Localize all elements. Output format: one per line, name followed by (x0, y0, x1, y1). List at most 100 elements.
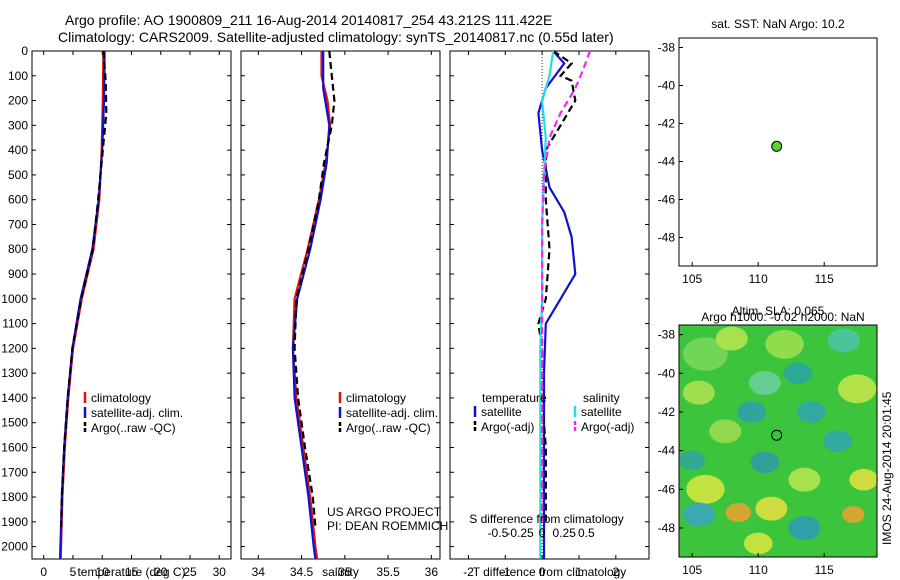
y-tick-label: 1600 (1, 440, 28, 454)
x-tick-label: 1 (576, 565, 583, 579)
x-tick-label-salinity: 0.25 (553, 526, 577, 540)
legend-entry: satellite (481, 405, 522, 419)
legend-entry: Argo(..raw -QC) (91, 421, 176, 435)
heatmap-blob (796, 401, 826, 423)
x-tick-label-salinity: 0.5 (578, 526, 595, 540)
legend-entry: satellite (581, 405, 622, 419)
y-tick-label: 400 (8, 143, 28, 157)
heatmap-blob (842, 506, 865, 523)
heatmap-blob (679, 450, 705, 470)
x-tick-label: -1 (500, 565, 511, 579)
x-tick-label-salinity: -0.25 (506, 526, 534, 540)
y-tick-label: 800 (8, 242, 28, 256)
map-frame-sst_map (678, 37, 878, 267)
map-y-tick-label: -38 (658, 41, 676, 55)
x-tick-label: 0 (539, 565, 546, 579)
header-line-1: Argo profile: AO 1900809_211 16-Aug-2014… (65, 12, 553, 28)
map-title: sat. SST: NaN Argo: 10.2 (711, 17, 845, 31)
heatmap-blob (683, 337, 728, 371)
map-x-tick-label: 110 (749, 563, 768, 577)
heatmap-blob (682, 380, 715, 405)
legend-entry: Argo(-adj) (481, 420, 534, 434)
x-tick-label: 20 (154, 565, 168, 579)
y-tick-label: 1200 (1, 341, 28, 355)
x-tick-label: 34.5 (290, 565, 314, 579)
heatmap-blob (788, 516, 821, 540)
x-tick-label: 34 (252, 565, 266, 579)
map-y-tick-label: -44 (658, 155, 676, 169)
heatmap-blob (838, 374, 877, 404)
x-tick-label: 15 (125, 565, 139, 579)
map-y-tick-label: -40 (658, 366, 676, 380)
map-y-tick-label: -48 (658, 231, 676, 245)
series-line-temp-1 (59, 50, 106, 560)
x-tick-label: 30 (213, 565, 227, 579)
heatmap-blob (748, 371, 781, 395)
x-tick-label: 10 (96, 565, 110, 579)
legend-entry: satellite-adj. clim. (346, 406, 438, 420)
map-y-tick-label: -48 (658, 521, 676, 535)
x-tick-label: 25 (183, 565, 197, 579)
y-tick-label: 200 (8, 94, 28, 108)
map-subtitle: Argo h1000: -0.02 h2000: NaN (701, 310, 864, 324)
imos-timestamp: IMOS 24-Aug-2014 20:01:45 (880, 391, 894, 545)
map-x-tick-label: 105 (682, 563, 702, 577)
series-line-sal-1 (291, 51, 331, 560)
legend-entry: climatology (346, 391, 406, 405)
map-y-tick-label: -46 (658, 482, 676, 496)
x-tick-label: 35.5 (376, 565, 400, 579)
legend-entry: Argo(-adj) (581, 420, 634, 434)
y-tick-label: 600 (8, 193, 28, 207)
y-tick-label: 0 (21, 44, 28, 58)
plot-frame-difference (449, 50, 650, 560)
y-tick-label: 1700 (1, 465, 28, 479)
map-x-tick-label: 105 (682, 272, 702, 286)
header-line-2: Climatology: CARS2009. Satellite-adjuste… (58, 29, 614, 45)
heatmap-blob (715, 326, 748, 351)
heatmap-blob (682, 502, 715, 527)
x-tick-label-salinity: 0 (539, 526, 546, 540)
x-axis-label: temperature (deg C) (77, 565, 185, 579)
y-tick-label: 100 (8, 69, 28, 83)
x-axis-label: T difference from climatology (473, 565, 627, 579)
map-x-tick-label: 115 (815, 272, 834, 286)
heatmap-blob (849, 468, 879, 491)
map-y-tick-label: -44 (658, 444, 676, 458)
y-tick-label: 1500 (1, 416, 28, 430)
map-y-tick-label: -38 (658, 328, 676, 342)
argo-position-marker (771, 429, 783, 441)
legend-header-temperature: temperature (482, 391, 547, 405)
map-frame-sla_map (678, 324, 878, 558)
annotation-pi: PI: DEAN ROEMMICH (327, 519, 448, 533)
series-line-temp-2 (60, 50, 108, 527)
y-tick-label: 300 (8, 118, 28, 132)
x-axis-label-salinity: S difference from climatology (469, 512, 624, 526)
plot-frame-temperature (31, 50, 232, 560)
x-axis-label: salinity (322, 565, 359, 579)
y-tick-label: 900 (8, 267, 28, 281)
heatmap-blob (828, 328, 860, 353)
series-line-diff-3 (540, 50, 592, 522)
series-line-diff-1 (537, 50, 577, 522)
y-tick-label: 700 (8, 217, 28, 231)
map-x-tick-label: 115 (815, 563, 834, 577)
heatmap-blob (725, 502, 752, 523)
series-line-sal-0 (291, 51, 332, 560)
x-tick-label: -2 (463, 565, 474, 579)
x-tick-label: 5 (70, 565, 77, 579)
heatmap-blob (709, 419, 742, 444)
legend-entry: Argo(..raw -QC) (346, 421, 431, 435)
sla-heatmap (679, 325, 879, 557)
heatmap-blob (686, 474, 725, 504)
map-y-tick-label: -42 (658, 117, 676, 131)
legend-header-salinity: salinity (583, 391, 620, 405)
y-tick-label: 1000 (1, 292, 28, 306)
y-tick-label: 1800 (1, 490, 28, 504)
map-title: Altim. SLA: 0.065 (732, 304, 825, 318)
y-tick-label: 1900 (1, 515, 28, 529)
plot-frame-salinity (240, 50, 441, 560)
x-tick-label-salinity: -0.5 (488, 526, 509, 540)
y-tick-label: 1100 (2, 317, 28, 331)
heatmap-blob (737, 401, 766, 423)
